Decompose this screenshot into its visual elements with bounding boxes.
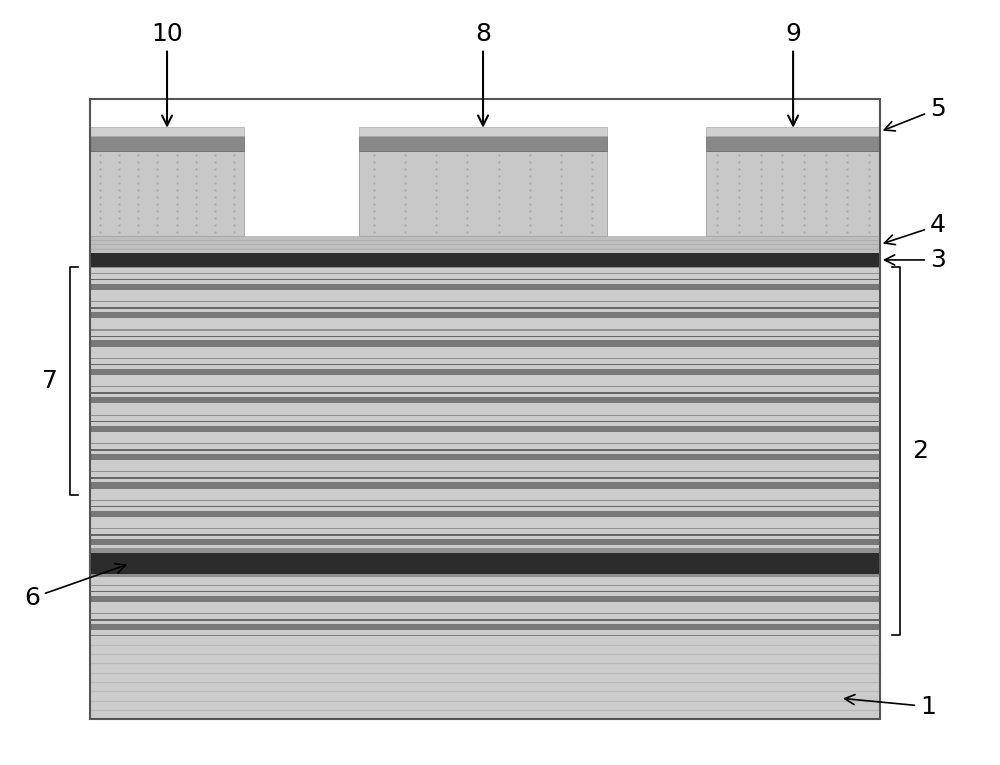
Text: 3: 3 — [885, 248, 946, 272]
Bar — [90, 284, 880, 290]
Bar — [90, 364, 880, 366]
Text: 7: 7 — [42, 369, 58, 393]
Bar — [706, 136, 880, 151]
Bar — [90, 528, 880, 529]
Bar — [90, 613, 880, 614]
Bar — [90, 267, 880, 269]
Bar — [90, 151, 244, 236]
Bar — [90, 308, 880, 309]
Bar — [90, 136, 244, 151]
Bar — [90, 251, 880, 253]
Bar — [90, 253, 880, 267]
Bar — [90, 556, 880, 558]
Text: 2: 2 — [912, 439, 928, 463]
Text: 10: 10 — [151, 22, 183, 125]
Text: 9: 9 — [785, 22, 801, 125]
Bar — [90, 312, 880, 318]
Bar — [90, 591, 880, 592]
Bar — [90, 574, 880, 578]
Bar — [90, 553, 880, 574]
Bar — [90, 397, 880, 403]
Bar — [90, 386, 880, 387]
Bar — [90, 534, 880, 535]
Bar — [90, 471, 880, 472]
Bar — [359, 151, 607, 236]
Bar — [90, 340, 880, 347]
Text: 4: 4 — [884, 213, 946, 245]
Bar — [706, 127, 880, 136]
Bar — [90, 539, 880, 545]
Bar — [90, 421, 880, 422]
Bar — [90, 511, 880, 517]
Bar — [90, 562, 880, 564]
Text: 5: 5 — [884, 96, 946, 131]
Bar — [90, 624, 880, 630]
Bar — [90, 369, 880, 375]
Bar — [90, 267, 880, 636]
Bar — [90, 500, 880, 501]
Bar — [90, 301, 880, 302]
Bar — [90, 477, 880, 479]
Bar — [90, 549, 880, 553]
Bar — [90, 568, 880, 574]
Text: 6: 6 — [24, 564, 126, 610]
Bar — [90, 358, 880, 359]
Bar — [90, 127, 244, 136]
Bar — [90, 272, 880, 274]
Text: 8: 8 — [475, 22, 491, 125]
Bar — [90, 636, 880, 719]
Text: 1: 1 — [845, 695, 936, 718]
Bar — [90, 392, 880, 394]
Bar — [90, 506, 880, 507]
Bar — [90, 443, 880, 444]
Bar — [90, 99, 880, 719]
Bar — [90, 449, 880, 451]
Bar — [90, 336, 880, 337]
Bar — [90, 584, 880, 586]
Bar — [90, 596, 880, 602]
Bar — [90, 454, 880, 461]
Bar — [706, 151, 880, 236]
Bar — [359, 136, 607, 151]
Bar — [359, 127, 607, 136]
Bar — [90, 619, 880, 620]
Bar — [90, 278, 880, 280]
Bar — [90, 482, 880, 489]
Bar — [90, 425, 880, 431]
Bar — [90, 236, 880, 253]
